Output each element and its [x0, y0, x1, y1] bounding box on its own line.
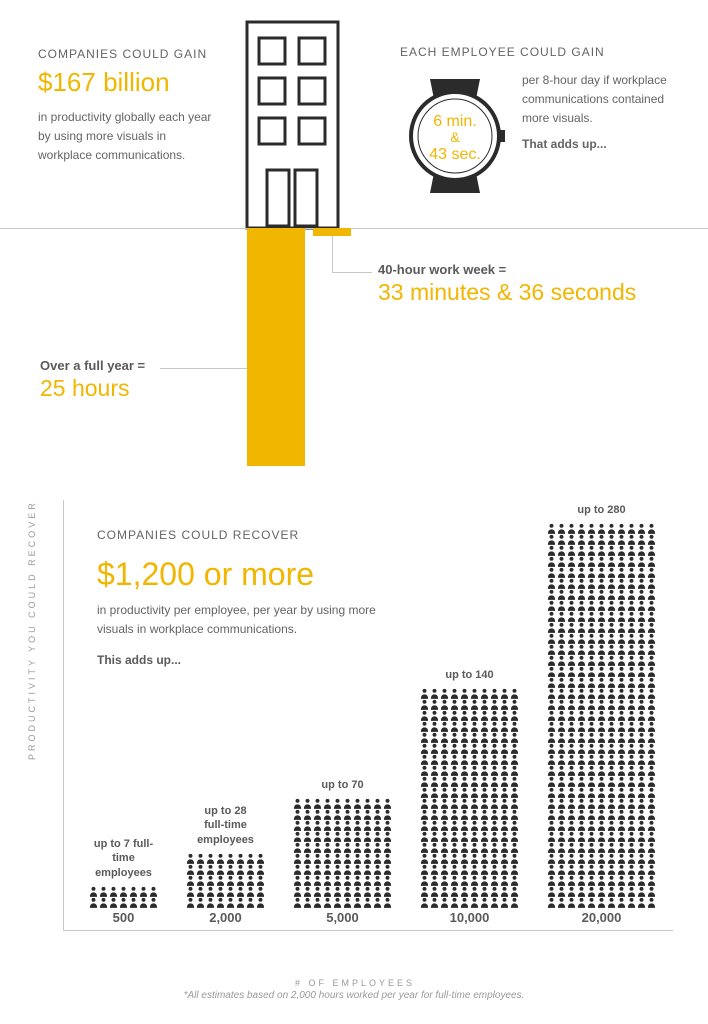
- week-label-b: 33 minutes & 36 seconds: [378, 279, 636, 306]
- column-top-label: up to 70: [321, 778, 363, 792]
- column-top-label: up to 280: [577, 503, 625, 517]
- year-label-b: 25 hours: [40, 375, 145, 402]
- chart-section: PRODUCTIVITY YOU COULD RECOVER COMPANIES…: [35, 500, 675, 970]
- footnote: *All estimates based on 2,000 hours work…: [0, 990, 708, 1001]
- column-top-label: up to 7 full-timeemployees: [88, 837, 160, 880]
- connector-week-h: [332, 272, 372, 273]
- chart-y-axis-line: [63, 500, 64, 930]
- x-tick-label: 20,000: [546, 910, 658, 925]
- bar-year: [247, 228, 305, 466]
- top-section: COMPANIES COULD GAIN $167 billion in pro…: [0, 0, 708, 230]
- person-icons: [420, 688, 520, 908]
- column-top-label: up to 28full-timeemployees: [197, 804, 254, 847]
- x-tick-label: 500: [88, 910, 160, 925]
- each-employee-title: EACH EMPLOYEE COULD GAIN: [400, 45, 680, 59]
- bars-section: 40-hour work week = 33 minutes & 36 seco…: [0, 228, 708, 473]
- chart-column: up to 70: [292, 778, 394, 908]
- chart-column: up to 7 full-timeemployees: [88, 837, 160, 908]
- y-axis-label: PRODUCTIVITY YOU COULD RECOVER: [27, 500, 37, 760]
- svg-text:6 min.: 6 min.: [433, 113, 477, 130]
- watch-row: 6 min. & 43 sec. per 8-hour day if workp…: [400, 71, 680, 206]
- watch-desc: per 8-hour day if workplace communicatio…: [510, 71, 680, 206]
- chart-column: up to 280: [546, 503, 658, 908]
- connector-week-v: [332, 236, 333, 272]
- building-icon: [245, 20, 340, 235]
- companies-gain-amount: $167 billion: [38, 67, 223, 98]
- x-tick-label: 2,000: [185, 910, 267, 925]
- companies-gain-block: COMPANIES COULD GAIN $167 billion in pro…: [38, 45, 223, 166]
- chart-columns: up to 7 full-timeemployees up to 28full-t…: [75, 500, 670, 908]
- chart-column: up to 140: [419, 668, 521, 908]
- chart-column: up to 28full-timeemployees: [185, 804, 267, 908]
- person-icons: [89, 886, 159, 908]
- chart-x-labels: 500 2,000 5,000 10,000 20,000: [75, 910, 670, 925]
- watch-icon: 6 min. & 43 sec.: [400, 71, 510, 206]
- companies-gain-desc: in productivity globally each year by us…: [38, 108, 223, 166]
- column-top-label: up to 140: [445, 668, 493, 682]
- svg-text:&: &: [450, 129, 460, 145]
- chart-x-axis-line: [63, 930, 673, 931]
- x-tick-label: 10,000: [419, 910, 521, 925]
- watch-adds-up: That adds up...: [522, 135, 680, 154]
- week-label-a: 40-hour work week =: [378, 262, 636, 277]
- person-icons: [547, 523, 657, 908]
- year-label-a: Over a full year =: [40, 358, 145, 373]
- person-icons: [293, 798, 393, 908]
- x-axis-label: # OF EMPLOYEES: [35, 978, 675, 988]
- each-employee-block: EACH EMPLOYEE COULD GAIN 6 min. & 43 sec…: [400, 45, 680, 206]
- svg-text:43 sec.: 43 sec.: [429, 146, 481, 163]
- bar-week: [313, 228, 351, 236]
- connector-year-h: [160, 368, 247, 369]
- x-tick-label: 5,000: [292, 910, 394, 925]
- companies-gain-title: COMPANIES COULD GAIN: [38, 45, 223, 63]
- watch-desc-text: per 8-hour day if workplace communicatio…: [522, 73, 667, 125]
- week-callout: 40-hour work week = 33 minutes & 36 seco…: [378, 262, 636, 306]
- person-icons: [186, 853, 266, 908]
- year-callout: Over a full year = 25 hours: [40, 358, 145, 402]
